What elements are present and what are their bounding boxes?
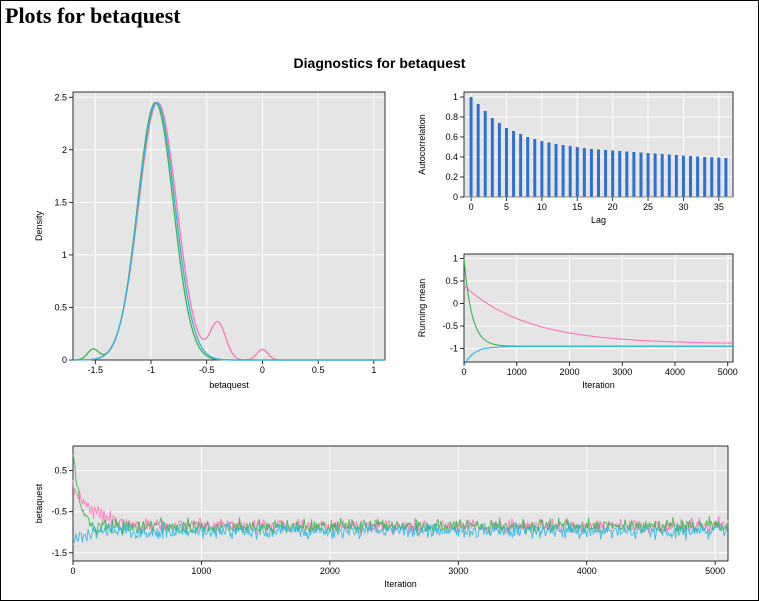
- svg-text:0: 0: [453, 299, 458, 309]
- svg-text:Iteration: Iteration: [582, 380, 615, 390]
- svg-text:2000: 2000: [320, 566, 340, 576]
- svg-text:30: 30: [678, 202, 688, 212]
- svg-text:20: 20: [608, 202, 618, 212]
- svg-text:3000: 3000: [612, 367, 632, 377]
- svg-text:2000: 2000: [559, 367, 579, 377]
- svg-text:10: 10: [537, 202, 547, 212]
- svg-text:Density: Density: [34, 210, 44, 241]
- svg-text:0.4: 0.4: [445, 152, 458, 162]
- svg-text:-0.5: -0.5: [442, 321, 458, 331]
- svg-text:3000: 3000: [448, 566, 468, 576]
- svg-text:0: 0: [62, 355, 67, 365]
- svg-text:0: 0: [70, 566, 75, 576]
- svg-text:0: 0: [469, 202, 474, 212]
- svg-text:25: 25: [643, 202, 653, 212]
- svg-text:0: 0: [453, 192, 458, 202]
- density-plot: -1.5 -1 -0.5 0 0.5 1 0 0.5 1 1.5 2 2.5 betaquest Dens…: [31, 87, 391, 392]
- svg-text:-0.5: -0.5: [51, 507, 67, 517]
- svg-text:5: 5: [504, 202, 509, 212]
- svg-text:4000: 4000: [577, 566, 597, 576]
- trace-plot: 0 1000 2000 3000 4000 5000 -1.5 -0.5 0.5 Iteratio…: [31, 441, 736, 591]
- svg-text:0.5: 0.5: [445, 276, 458, 286]
- running-mean-plot: 0 1000 2000 3000 4000 5000 -1 -0.5 0 0.5 1 Iteratio…: [414, 249, 739, 392]
- svg-text:Autocorrelation: Autocorrelation: [417, 114, 427, 175]
- svg-text:0.6: 0.6: [445, 132, 458, 142]
- svg-text:4000: 4000: [665, 367, 685, 377]
- svg-text:1.5: 1.5: [54, 197, 67, 207]
- svg-text:0.5: 0.5: [54, 466, 67, 476]
- svg-text:-1.5: -1.5: [51, 548, 67, 558]
- svg-text:0.5: 0.5: [54, 302, 67, 312]
- svg-text:Iteration: Iteration: [384, 579, 417, 589]
- svg-text:0.2: 0.2: [445, 172, 458, 182]
- svg-text:1: 1: [453, 92, 458, 102]
- svg-text:1: 1: [371, 365, 376, 375]
- svg-text:0.5: 0.5: [312, 365, 325, 375]
- svg-text:1: 1: [62, 250, 67, 260]
- svg-text:1000: 1000: [507, 367, 527, 377]
- svg-text:5000: 5000: [705, 566, 725, 576]
- svg-text:2: 2: [62, 145, 67, 155]
- svg-text:betaquest: betaquest: [209, 380, 249, 390]
- subtitle-text: Diagnostics for betaquest: [1, 55, 758, 71]
- svg-text:0: 0: [260, 365, 265, 375]
- svg-text:2.5: 2.5: [54, 92, 67, 102]
- svg-text:-1: -1: [450, 344, 458, 354]
- page-title: Plots for betaquest: [1, 1, 758, 29]
- svg-text:betaquest: betaquest: [34, 483, 44, 523]
- svg-text:-0.5: -0.5: [199, 365, 215, 375]
- svg-text:5000: 5000: [718, 367, 738, 377]
- svg-text:15: 15: [572, 202, 582, 212]
- svg-text:Running mean: Running mean: [417, 279, 427, 338]
- svg-text:Lag: Lag: [591, 215, 606, 225]
- svg-text:1: 1: [453, 254, 458, 264]
- svg-text:1000: 1000: [191, 566, 211, 576]
- svg-text:0: 0: [461, 367, 466, 377]
- svg-text:-1: -1: [147, 365, 155, 375]
- svg-text:0.8: 0.8: [445, 112, 458, 122]
- svg-text:35: 35: [714, 202, 724, 212]
- svg-text:-1.5: -1.5: [88, 365, 104, 375]
- autocorrelation-plot: 0 5 10 15 20 25 30 35 0 0.2 0.4 0.6 0.8 1 Lag Autocorre…: [414, 87, 739, 227]
